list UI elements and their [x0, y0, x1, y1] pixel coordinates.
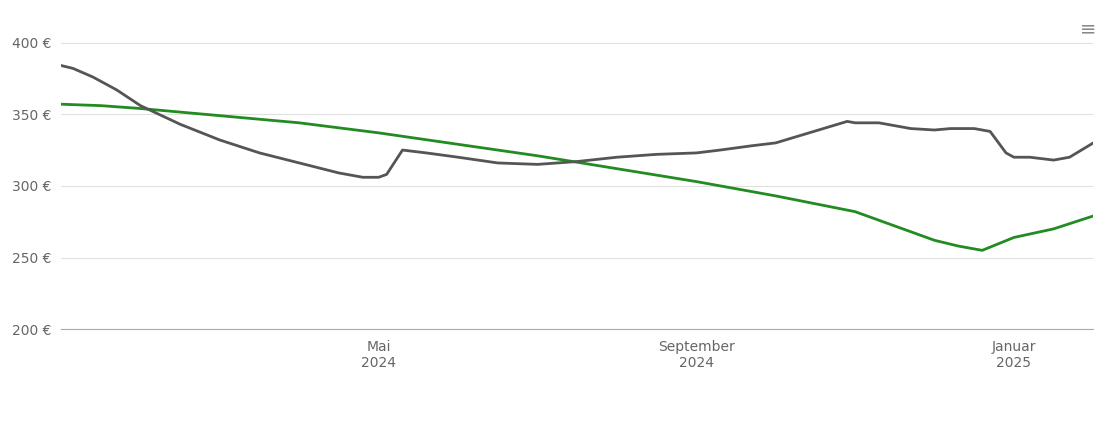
Text: ≡: ≡ — [1080, 19, 1097, 38]
Sackware — [872, 120, 886, 125]
Line: Sackware: Sackware — [61, 65, 1093, 177]
Sackware — [332, 170, 345, 176]
lose Ware — [769, 193, 783, 198]
Line: lose Ware: lose Ware — [61, 104, 1093, 250]
Sackware — [531, 162, 544, 167]
Sackware — [571, 159, 584, 164]
Sackware — [848, 120, 861, 125]
Sackware — [1047, 157, 1060, 162]
lose Ware — [1087, 214, 1100, 219]
lose Ware — [951, 243, 965, 249]
Sackware — [396, 148, 410, 153]
Sackware — [1007, 155, 1020, 160]
Sackware — [1087, 141, 1100, 146]
Sackware — [173, 122, 186, 127]
Sackware — [944, 126, 957, 131]
lose Ware — [94, 103, 108, 108]
Sackware — [689, 150, 703, 155]
Sackware — [110, 87, 123, 92]
lose Ware — [452, 142, 465, 147]
Sackware — [1063, 155, 1077, 160]
Sackware — [67, 66, 80, 71]
Sackware — [356, 175, 370, 180]
Sackware — [999, 150, 1012, 155]
Sackware — [420, 150, 433, 155]
lose Ware — [888, 224, 901, 229]
Sackware — [840, 119, 854, 124]
Sackware — [983, 129, 997, 134]
lose Ware — [848, 209, 861, 214]
lose Ware — [689, 179, 703, 184]
Sackware — [87, 74, 100, 79]
Sackware — [380, 172, 393, 177]
lose Ware — [372, 130, 385, 135]
Sackware — [928, 127, 941, 133]
Sackware — [134, 103, 148, 108]
Sackware — [293, 160, 306, 165]
Sackware — [213, 138, 226, 143]
lose Ware — [293, 120, 306, 125]
Sackware — [769, 141, 783, 146]
Sackware — [888, 123, 901, 128]
Sackware — [968, 126, 981, 131]
lose Ware — [531, 153, 544, 158]
Sackware — [54, 63, 68, 68]
Sackware — [1023, 155, 1037, 160]
lose Ware — [610, 166, 624, 171]
Sackware — [610, 155, 624, 160]
Sackware — [650, 152, 664, 157]
Sackware — [253, 150, 266, 155]
Sackware — [714, 148, 727, 153]
lose Ware — [1007, 235, 1020, 240]
Sackware — [904, 126, 917, 131]
lose Ware — [134, 106, 148, 111]
lose Ware — [928, 238, 941, 243]
Sackware — [491, 160, 504, 165]
Sackware — [793, 133, 806, 138]
lose Ware — [213, 113, 226, 118]
lose Ware — [1047, 226, 1060, 231]
Sackware — [817, 126, 830, 131]
Sackware — [372, 175, 385, 180]
Sackware — [745, 143, 758, 148]
lose Ware — [976, 248, 989, 253]
Sackware — [452, 155, 465, 160]
lose Ware — [54, 102, 68, 107]
